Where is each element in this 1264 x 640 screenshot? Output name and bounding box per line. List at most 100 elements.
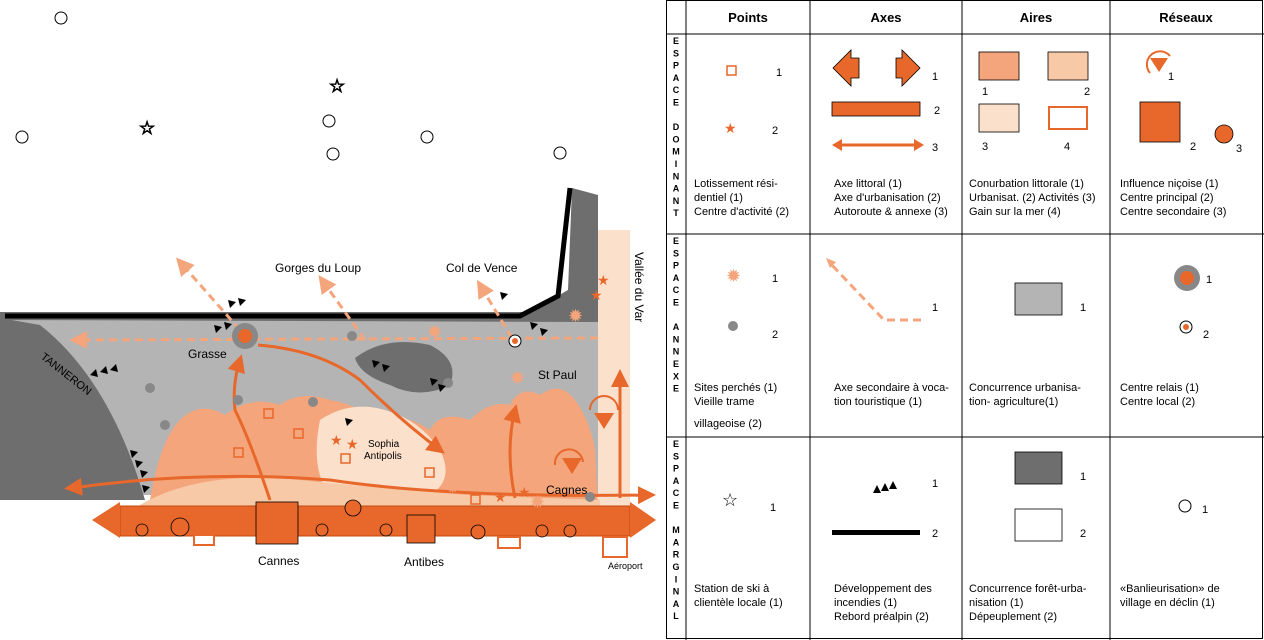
caption-line: Station de ski à <box>694 583 770 595</box>
urbanisation-axis-grasse <box>227 354 272 501</box>
caption-line: Vieille trame <box>694 396 754 408</box>
row-title-letter: P <box>673 261 679 271</box>
row-title-letter: P <box>673 61 679 71</box>
caption-line: Concurrence urbanisa- <box>969 382 1081 394</box>
tourist-axis-west <box>69 330 599 349</box>
label-antipolis: Antipolis <box>364 451 402 462</box>
row-title-letter: R <box>673 550 680 560</box>
caption-line: Urbanisat. (2) Activités (3) <box>969 192 1096 204</box>
fire-marks <box>90 292 548 493</box>
label-var: Vallée du Var <box>632 252 646 322</box>
coastal-secondary-centres <box>135 499 577 540</box>
urbanisation-axis-stpaul <box>503 404 521 499</box>
central-dark-patch <box>355 341 453 393</box>
caption-mar-reseaux: «Banlieurisation» de village en déclin (… <box>1120 583 1220 609</box>
row-title-letter: A <box>673 273 680 283</box>
legend-fire-marks <box>873 481 897 493</box>
legend-activity-area <box>978 103 1020 133</box>
row-title-letter: M <box>672 147 680 157</box>
row-title-letter: O <box>672 134 679 144</box>
num: 2 <box>1203 329 1209 341</box>
num: 1 <box>932 302 938 314</box>
perched-sites <box>145 331 595 502</box>
num: 2 <box>1080 528 1086 540</box>
littoral-arrow-west <box>92 502 120 538</box>
caption-ann-points: Sites perchés (1) Vieille trame villageo… <box>694 382 777 430</box>
caption-line: villageoise (2) <box>694 418 762 430</box>
caption-line: Dépeuplement (2) <box>969 611 1057 623</box>
tourist-axis-north-grasse <box>176 257 242 331</box>
nice-influence-1 <box>553 448 584 474</box>
row-title-letter: E <box>673 236 679 246</box>
label-gorges: Gorges du Loup <box>275 261 361 275</box>
perched-sites-burst: ✹ ✹ ✹ ✹ ✹ ✹ <box>253 306 583 512</box>
num: 1 <box>770 502 776 514</box>
label-cagnes: Cagnes <box>546 483 587 497</box>
motorway-axis <box>71 474 656 505</box>
row-title-letter: N <box>673 347 680 357</box>
caption-line: Gain sur la mer (4) <box>969 206 1061 218</box>
label-grasse: Grasse <box>188 347 227 361</box>
svg-text:★: ★ <box>494 489 507 505</box>
caption-line: Concurrence forêt-urba- <box>969 583 1087 595</box>
ski-stations-glyphs: ☆☆ <box>139 76 345 138</box>
row-title-letter: N <box>673 171 680 181</box>
legend-perched-burst: ✹ <box>726 266 741 286</box>
caption-ann-reseaux: Centre relais (1) Centre local (2) <box>1120 382 1199 408</box>
littoral-axis-band <box>119 505 631 537</box>
row-title-letter: E <box>673 501 679 511</box>
row-title-letter: E <box>673 298 679 308</box>
legend-residential-lot-symbol <box>726 65 737 76</box>
caption-line: Influence niçoise (1) <box>1120 178 1218 190</box>
row-title-letter: A <box>673 184 680 194</box>
row-title-letter: C <box>673 285 680 295</box>
caption-ann-axes: Axe secondaire à voca- tion touristique … <box>834 382 949 408</box>
row-title-letter: I <box>675 159 678 169</box>
caption-dom-axes: Axe littoral (1) Axe d'urbanisation (2) … <box>834 178 948 218</box>
caption-line: Conurbation littorale (1) <box>969 178 1084 190</box>
num: 1 <box>776 67 782 79</box>
legend-table: Points Axes Aires Réseaux ESPACEDOMINANT… <box>666 0 1264 640</box>
svg-text:☆: ☆ <box>329 76 345 96</box>
header-reseaux: Réseaux <box>1159 10 1213 25</box>
num: 4 <box>1064 141 1070 153</box>
num: 1 <box>932 478 938 490</box>
svg-text:✹: ✹ <box>253 442 268 462</box>
row-title-letter: N <box>673 196 680 206</box>
caption-line: Autoroute & annexe (3) <box>834 206 948 218</box>
svg-text:★: ★ <box>330 432 343 448</box>
row-title-letter: C <box>673 85 680 95</box>
row-title-letter: A <box>673 73 680 83</box>
map: ★ ★ ★ ★ ★★ ✹✹✹ ✹✹✹ ☆☆ ☆☆ <box>0 11 656 571</box>
row-title-letter: A <box>673 599 680 609</box>
row-title-letter: A <box>673 537 680 547</box>
svg-text:★: ★ <box>346 436 359 452</box>
coastal-conurbation <box>140 477 600 508</box>
legend-depopulation <box>1014 508 1063 542</box>
row-title-letter: I <box>675 574 678 584</box>
caption-line: village en déclin (1) <box>1120 597 1215 609</box>
caption-dom-points: Lotissement rési- dentiel (1) Centre d'a… <box>694 178 789 218</box>
legend-urban-agri <box>1014 282 1063 316</box>
declining-villages <box>15 11 567 161</box>
legend-rebord-prealpin <box>832 530 920 535</box>
caption-mar-points: Station de ski à clientèle locale (1) <box>694 583 783 609</box>
num: 1 <box>1080 302 1086 314</box>
legend-conurbation <box>978 51 1020 81</box>
urbanisation-axis-sophia <box>257 343 445 454</box>
svg-text:☆: ☆ <box>139 118 155 138</box>
caption-mar-aires: Concurrence forêt-urba- nisation (1) Dép… <box>969 583 1087 623</box>
row-title-letter: A <box>673 476 680 486</box>
row-title-letter: E <box>673 36 679 46</box>
row-title-letter: C <box>673 488 680 498</box>
num: 3 <box>1236 143 1242 155</box>
caption-line: «Banlieurisation» de <box>1120 583 1220 595</box>
legend-village-dot <box>728 321 738 331</box>
row-title-letter: G <box>672 562 679 572</box>
caption-line: Rebord préalpin (2) <box>834 611 929 623</box>
legend-littoral-arrow-left <box>832 49 860 87</box>
caption-line: dentiel (1) <box>694 192 743 204</box>
